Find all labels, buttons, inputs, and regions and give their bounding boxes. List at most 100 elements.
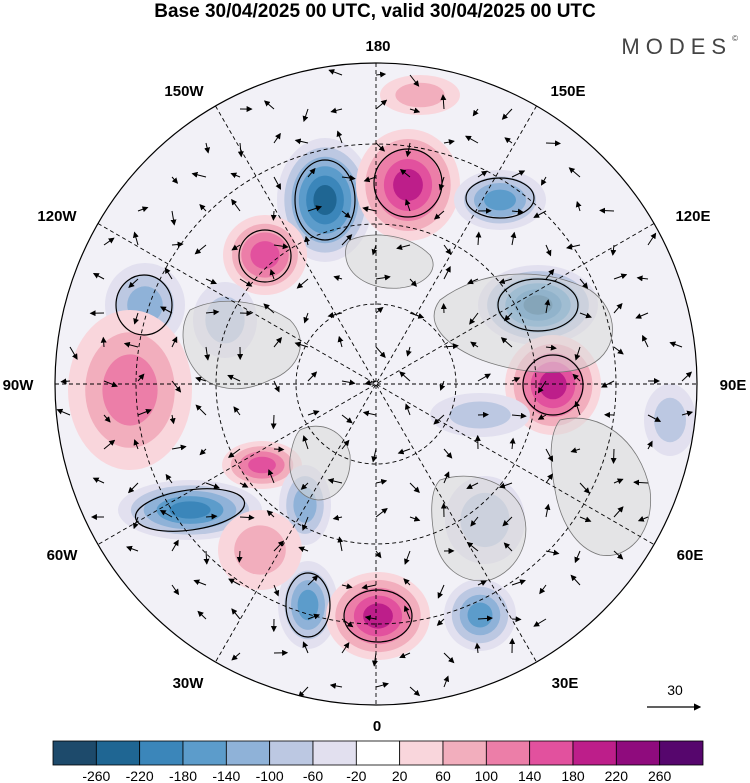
wind-vector-arrow [328,69,343,76]
wind-vector-arrow [227,374,241,382]
wind-vector-arrow [133,312,139,325]
colorbar-swatch [52,740,97,766]
graticule [55,63,697,705]
wind-vector-arrow [236,550,243,563]
wind-vector-arrow [443,266,451,280]
wind-vector-arrow [231,198,241,212]
wind-vector-arrow [273,337,283,348]
wind-vector-arrow [669,341,683,348]
wind-vector-arrow [362,410,377,417]
wind-vector-arrow [474,642,481,654]
reference-vector-label: 30 [667,682,683,698]
wind-vector-arrow [333,275,343,282]
anomaly-contour-fill [250,241,280,269]
anomaly-contour-fill [102,354,158,426]
colorbar-tick-label: 260 [648,768,672,783]
colorbar-swatch [572,740,617,766]
wind-vectors [56,69,694,698]
wind-vector-arrow [228,578,241,586]
wind-vector-arrow [231,244,241,251]
wind-vector-arrow [579,482,590,494]
anomaly-center [218,510,302,590]
wind-vector-arrow [205,482,220,489]
wind-vector-arrow [103,380,118,388]
wind-vector-arrow [436,618,445,626]
wind-vector-arrow [470,341,479,348]
wind-vector-arrow [205,309,220,316]
wind-vector-arrow [307,410,320,416]
wind-vector-arrow [574,550,581,564]
wind-vector-arrow [443,448,453,459]
colorbar-tick-label: -180 [169,768,197,783]
wind-vector-arrow [341,234,353,246]
wind-vector-arrow [545,448,554,462]
colorbar-swatch [312,740,357,766]
wind-vector-arrow [273,176,281,190]
lon-label-120w: 120W [37,208,77,225]
wind-vector-arrow [296,278,309,289]
wind-vector-arrow [613,302,623,314]
wind-vector-arrow [409,686,421,697]
wind-vector-arrow [404,403,411,416]
lon-label-60w: 60W [47,547,79,564]
wind-vector-arrow [123,341,139,348]
map-title: Base 30/04/2025 00 UTC, valid 30/04/2025… [154,1,596,22]
wind-vector-arrow [239,514,255,521]
anomaly-contour-fill [484,189,516,211]
colorbar-swatch [269,740,314,766]
wind-vector-arrow [128,278,139,288]
wind-vector-arrow [601,380,615,388]
wind-vector-arrow [399,168,411,178]
wind-vector-arrow [273,446,285,453]
wind-vector-arrow [511,412,527,419]
anomaly-center [326,572,430,660]
wind-vector-arrow [231,608,241,620]
wind-vector-arrow [501,108,513,120]
wind-vector-arrow [300,482,309,490]
wind-vector-arrow [92,273,105,280]
wind-vector-arrow [375,142,386,152]
wind-vector-arrow [437,584,445,599]
colorbar-tick-label: -260 [82,768,110,783]
wind-vector-arrow [191,171,207,178]
anomaly-center [380,75,460,115]
wind-vector-arrow [270,210,277,221]
wind-vector-arrow [194,244,207,255]
wind-vector-arrow [170,210,177,226]
wind-vector-arrow [545,344,557,351]
wind-vector-arrow [103,439,116,450]
anomaly-contour-fill [313,185,337,215]
wind-vector-arrow [203,550,210,565]
wind-vector-arrow [579,312,592,319]
wind-vector-arrow [537,414,547,420]
wind-vector-arrow [341,642,350,654]
wind-vector-arrow [239,278,253,287]
wind-vector-arrow [544,299,551,314]
wind-vector-arrow [475,231,482,246]
wind-vector-arrow [307,167,316,178]
wind-vector-arrow [341,414,353,424]
wind-vector-arrow [409,482,420,494]
wind-vector-arrow [171,584,180,596]
anomaly-contour-fill [234,525,286,575]
anomaly-contour-fill [395,82,445,108]
wind-vector-arrow [56,408,71,416]
wind-vector-arrow [570,447,581,454]
wind-vector-arrow [329,682,343,689]
wind-vector-arrow [304,235,311,246]
wind-vector-arrow [498,482,513,489]
wind-vector-arrow [171,539,179,552]
wind-vector-arrow [443,471,450,484]
anomaly-center [68,310,192,470]
wind-vector-arrow [303,312,310,324]
wind-vector-arrow [341,618,354,628]
wind-vector-arrow [440,94,447,110]
wind-vector-arrow [579,278,589,289]
wind-vector-arrow [467,278,479,285]
lon-label-30w: 30W [173,675,205,692]
wind-vector-arrow [195,376,207,383]
wind-vector-arrow [103,414,111,423]
wind-vector-arrow [137,408,152,416]
wind-vector-arrow [171,176,179,184]
wind-vector-arrow [375,71,387,78]
